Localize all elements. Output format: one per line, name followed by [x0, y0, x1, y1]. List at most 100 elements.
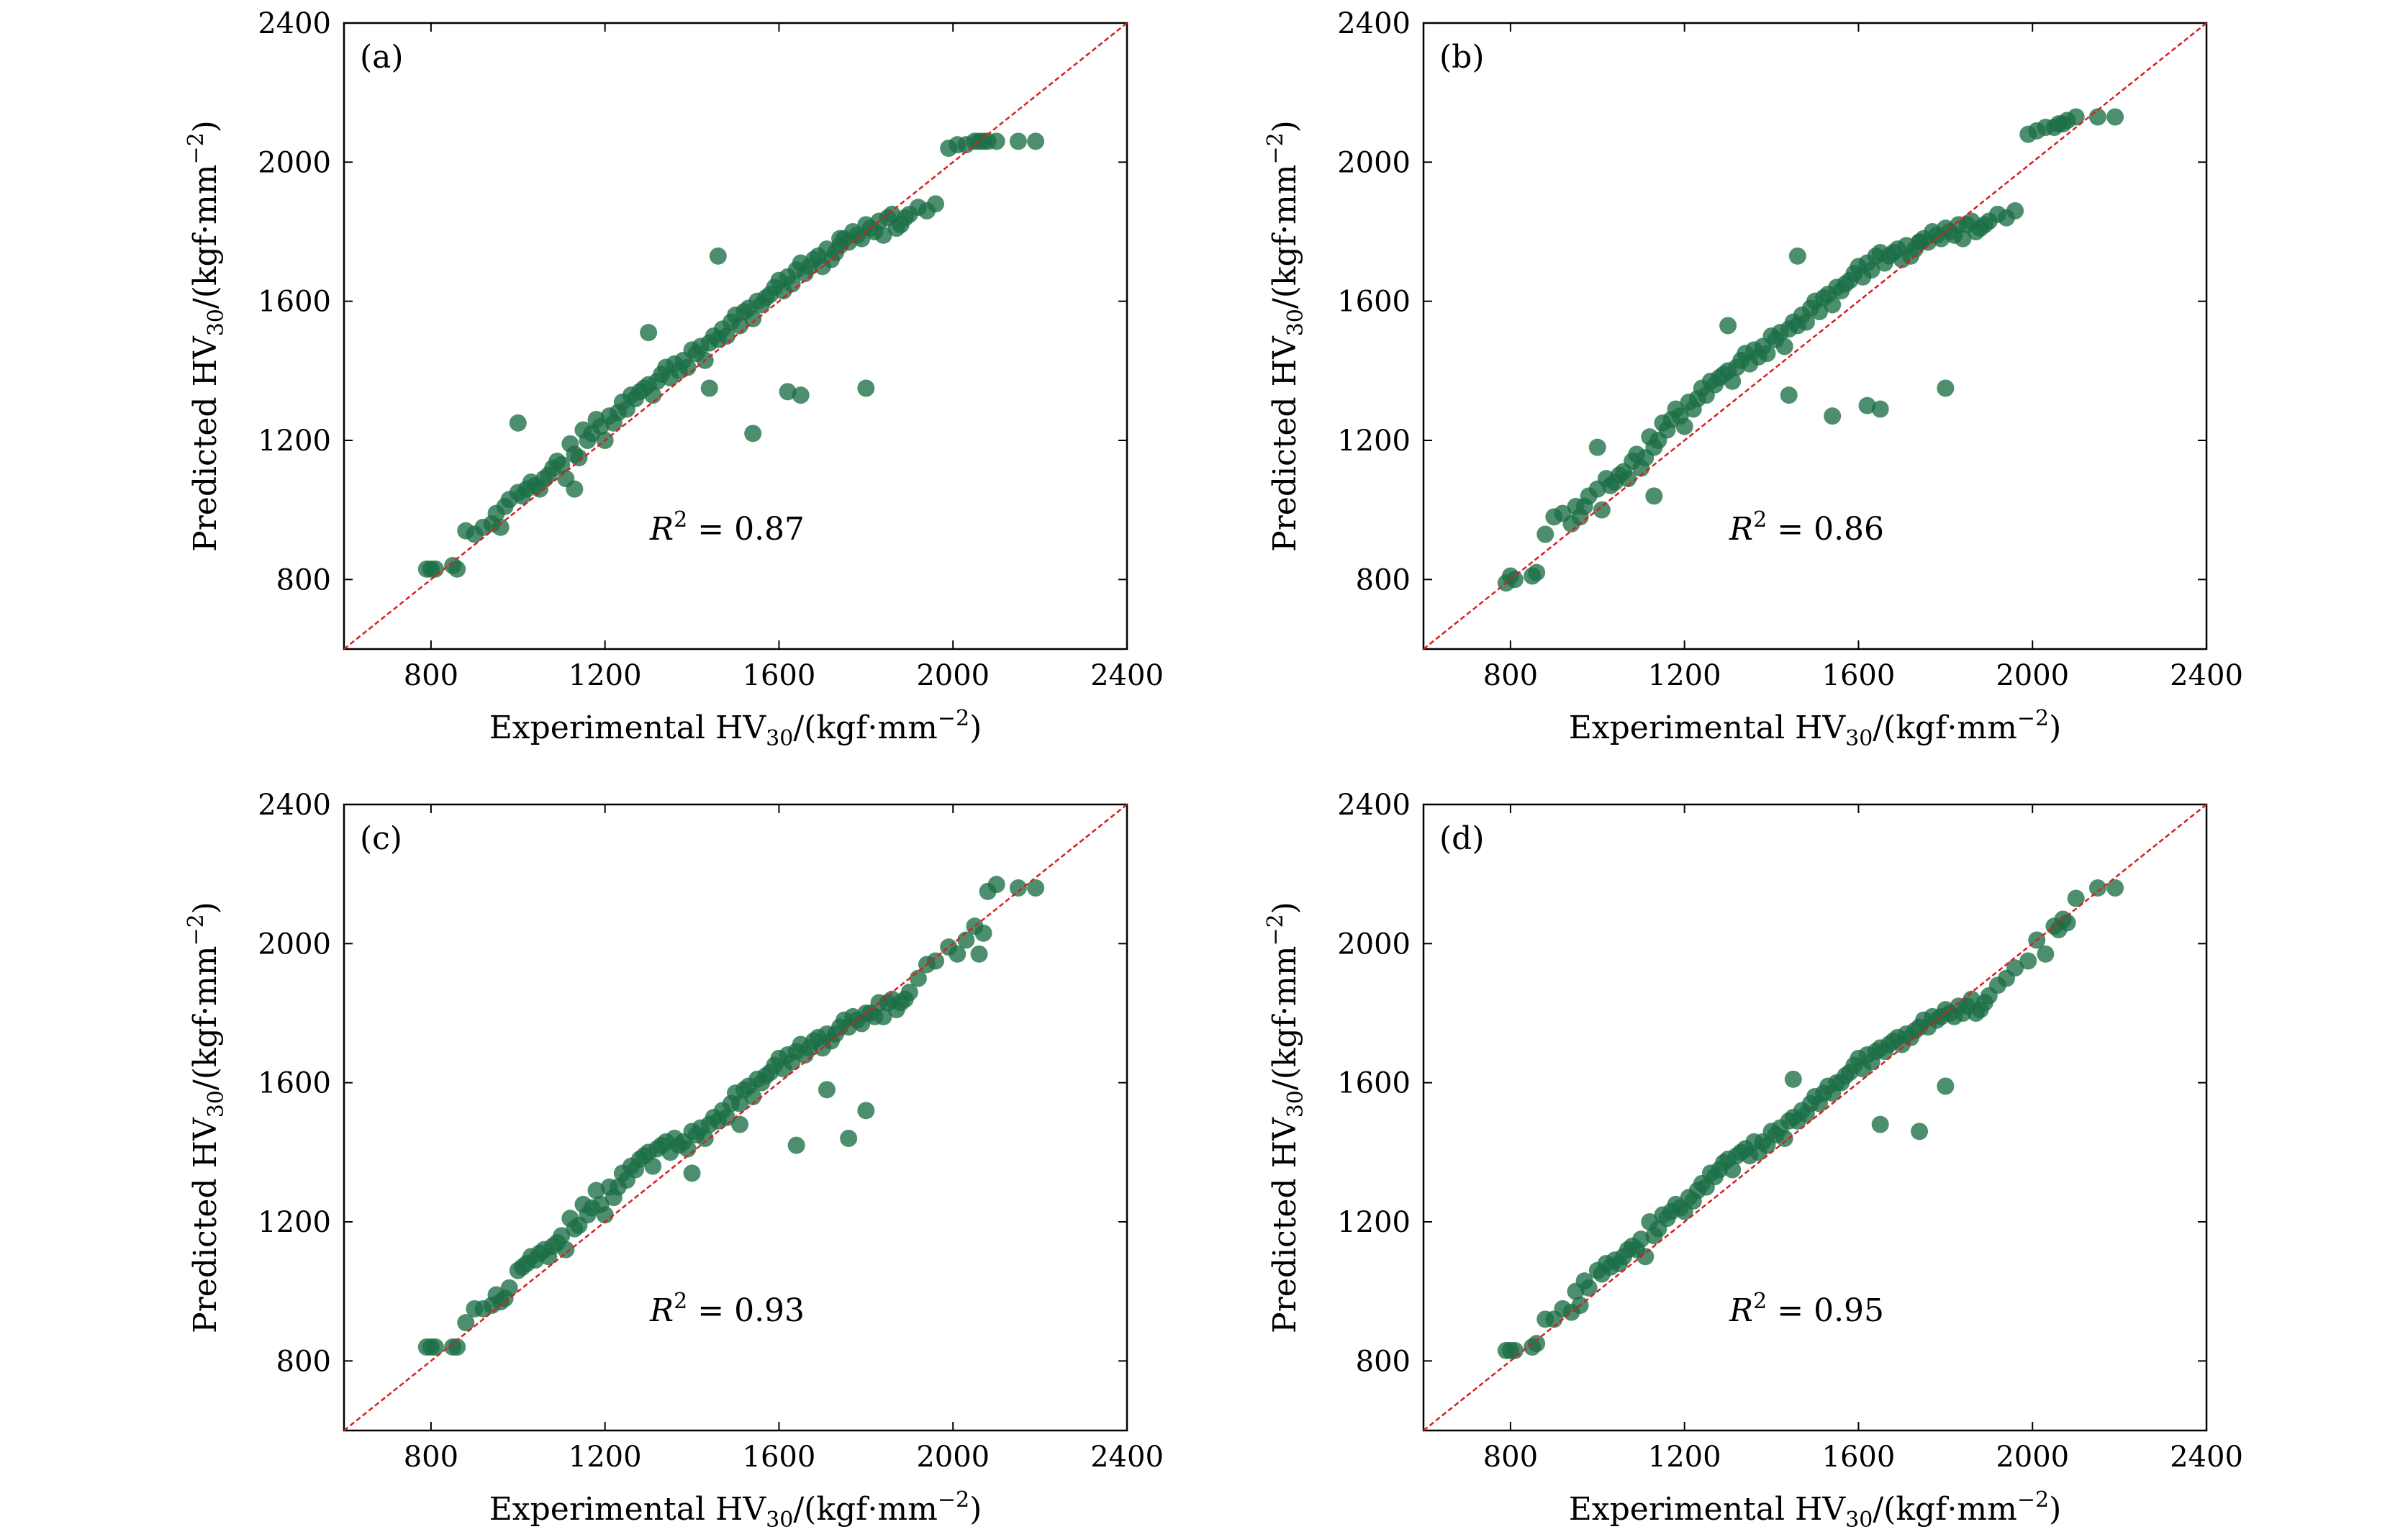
reference-line: [1423, 22, 2207, 650]
data-point: [1937, 379, 1955, 397]
data-point: [1788, 247, 1806, 265]
data-point: [1528, 563, 1546, 581]
data-point: [1797, 313, 1815, 331]
data-point: [927, 195, 945, 213]
data-point: [987, 132, 1005, 150]
data-point: [744, 1088, 762, 1105]
data-point: [1954, 230, 1972, 248]
y-tick-label: 800: [276, 1345, 331, 1378]
data-point: [492, 518, 510, 536]
data-point: [1871, 1115, 1889, 1133]
y-axis-title: Predicted HV30/(kgf·mm−2): [184, 902, 229, 1333]
y-tick-label: 1600: [258, 1067, 331, 1100]
data-point: [792, 386, 810, 404]
data-point: [1027, 879, 1045, 897]
x-axis-title: Experimental HV30/(kgf·mm−2): [489, 706, 982, 751]
x-axis-title: Experimental HV30/(kgf·mm−2): [1569, 706, 2062, 751]
data-point: [1937, 1077, 1955, 1095]
data-point: [744, 309, 762, 327]
data-point: [2106, 108, 2124, 126]
data-point: [1637, 1248, 1655, 1266]
y-tick-label: 2400: [258, 789, 331, 822]
panel-label: (a): [360, 39, 404, 76]
r-squared-label: R2 = 0.95: [1729, 1289, 1884, 1329]
data-point: [1911, 1123, 1929, 1141]
x-tick-label: 2400: [1090, 659, 1164, 692]
scatter-series: [1497, 879, 2124, 1359]
data-point: [1811, 303, 1829, 321]
y-tick-label: 2000: [258, 146, 331, 179]
r-squared-label: R2 = 0.86: [1729, 507, 1884, 548]
data-point: [1780, 386, 1798, 404]
y-axis-title: Predicted HV30/(kgf·mm−2): [1263, 120, 1308, 552]
data-point: [744, 425, 762, 443]
panel-b: 800 1200 1600 2000 2400 800 1200 1600 2000 2400 (b…: [1263, 7, 2243, 751]
data-point: [1645, 487, 1663, 505]
data-point: [709, 247, 727, 265]
x-tick-label: 800: [1483, 1441, 1538, 1474]
reference-line: [343, 804, 1128, 1431]
panel-label: (d): [1439, 820, 1485, 857]
x-tick-label: 2000: [1996, 1441, 2069, 1474]
data-point: [1528, 1335, 1546, 1353]
x-tick-label: 1200: [569, 1441, 642, 1474]
data-point: [1588, 438, 1606, 456]
data-point: [974, 924, 992, 942]
data-point: [818, 1081, 836, 1099]
data-point: [731, 1094, 749, 1112]
x-tick-label: 800: [404, 1441, 458, 1474]
data-point: [874, 226, 892, 244]
data-point: [1724, 372, 1742, 390]
data-point: [570, 449, 588, 467]
y-tick-label: 800: [276, 563, 331, 597]
data-point: [1619, 470, 1637, 488]
data-point: [700, 379, 718, 397]
data-point: [949, 945, 967, 963]
y-tick-label: 1200: [258, 425, 331, 458]
y-tick-label: 1600: [1337, 286, 1411, 319]
data-point: [857, 379, 875, 397]
data-point: [457, 1314, 475, 1332]
y-axis-title: Predicted HV30/(kgf·mm−2): [184, 120, 229, 552]
data-point: [1536, 525, 1554, 543]
data-point: [987, 876, 1005, 894]
data-point: [831, 230, 849, 248]
data-point: [587, 1182, 605, 1200]
x-tick-label: 2000: [1996, 659, 2069, 692]
r-squared-label: R2 = 0.87: [649, 507, 805, 548]
reference-line: [343, 22, 1128, 650]
data-point: [1775, 1130, 1793, 1147]
data-point: [731, 1115, 749, 1133]
data-point: [1775, 337, 1793, 355]
data-point: [1858, 396, 1876, 414]
data-point: [927, 952, 945, 970]
data-point: [640, 324, 658, 342]
data-point: [1027, 132, 1045, 150]
reference-line: [1423, 804, 2207, 1431]
data-point: [553, 455, 571, 473]
x-tick-label: 2000: [916, 1441, 990, 1474]
x-tick-label: 1600: [743, 659, 816, 692]
x-tick-label: 800: [1483, 659, 1538, 692]
data-point: [1009, 879, 1027, 897]
data-point: [1506, 1341, 1524, 1359]
data-point: [957, 931, 975, 949]
y-tick-label: 2400: [1337, 789, 1411, 822]
panel-label: (c): [360, 820, 402, 857]
data-point: [787, 1136, 805, 1154]
y-tick-label: 2000: [1337, 146, 1411, 179]
axes-frame: [343, 22, 1128, 650]
scatter-series: [417, 876, 1045, 1356]
data-point: [1506, 571, 1524, 589]
axes-frame: [1422, 22, 2208, 650]
data-point: [500, 1279, 518, 1297]
y-tick-label: 1600: [1337, 1067, 1411, 1100]
x-tick-label: 2000: [916, 659, 990, 692]
r-squared-label: R2 = 0.93: [649, 1289, 805, 1329]
data-point: [900, 984, 918, 1001]
y-tick-label: 800: [1356, 563, 1411, 597]
data-point: [2067, 889, 2085, 907]
data-point: [2006, 202, 2024, 219]
data-point: [1911, 233, 1929, 251]
data-point: [1724, 1161, 1742, 1179]
